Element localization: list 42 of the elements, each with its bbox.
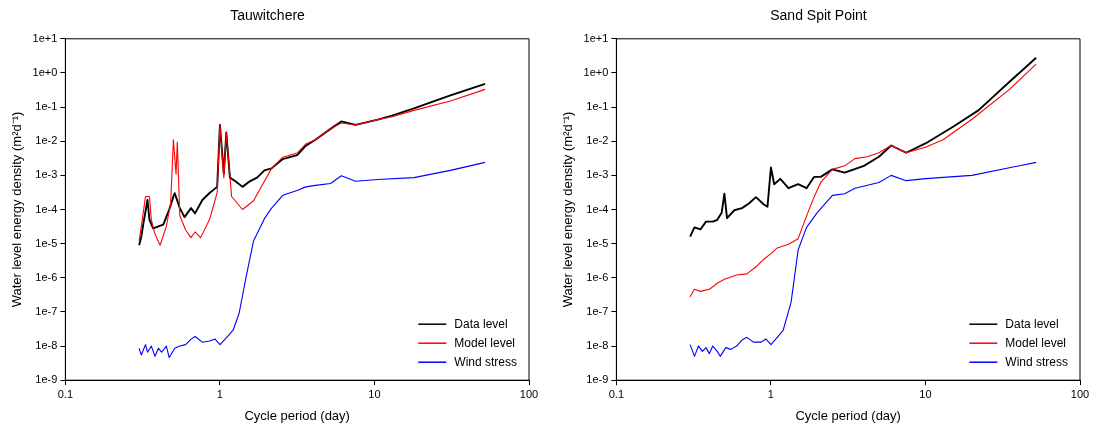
y-tick-label: 1e-6 [586, 270, 609, 283]
legend-label: Model level [454, 335, 516, 350]
y-axis-title: Water level energy density (m²d⁻¹) [9, 111, 25, 308]
y-tick-label: 1e+0 [583, 65, 609, 78]
x-tick-label: 1 [767, 387, 774, 400]
x-axis-title: Cycle period (day) [244, 407, 350, 423]
y-tick-label: 1e-3 [586, 168, 609, 181]
y-tick-label: 1e-2 [35, 134, 58, 147]
y-tick-label: 1e+1 [583, 31, 609, 44]
y-tick-label: 1e+1 [32, 31, 58, 44]
y-tick-label: 1e-4 [586, 202, 609, 215]
legend-label: Wind stress [454, 354, 518, 369]
y-tick-label: 1e+0 [32, 65, 58, 78]
y-tick-label: 1e-5 [586, 236, 609, 249]
x-tick-label: 10 [919, 387, 932, 400]
y-tick-label: 1e-7 [586, 304, 609, 317]
y-tick-label: 1e-9 [586, 373, 609, 386]
x-tick-label: 0.1 [608, 387, 625, 400]
legend-label: Data level [454, 316, 508, 331]
chart-title: Tauwitchere [230, 7, 306, 24]
y-tick-label: 1e-8 [35, 339, 58, 352]
y-tick-label: 1e-5 [35, 236, 58, 249]
x-tick-label: 100 [1070, 387, 1090, 400]
legend-label: Wind stress [1005, 354, 1069, 369]
y-tick-label: 1e-2 [586, 134, 609, 147]
x-tick-label: 0.1 [57, 387, 74, 400]
y-tick-label: 1e-8 [586, 339, 609, 352]
x-tick-label: 100 [519, 387, 539, 400]
legend-label: Data level [1005, 316, 1059, 331]
y-axis-title: Water level energy density (m²d⁻¹) [560, 111, 576, 308]
y-tick-label: 1e-9 [35, 373, 58, 386]
chart-title: Sand Spit Point [770, 7, 867, 24]
legend-label: Model level [1005, 335, 1067, 350]
y-tick-label: 1e-4 [35, 202, 58, 215]
y-tick-label: 1e-6 [35, 270, 58, 283]
y-tick-label: 1e-3 [35, 168, 58, 181]
y-tick-label: 1e-1 [35, 100, 58, 113]
x-axis-title: Cycle period (day) [795, 407, 901, 423]
x-tick-label: 10 [368, 387, 381, 400]
x-tick-label: 1 [216, 387, 223, 400]
y-tick-label: 1e-7 [35, 304, 58, 317]
y-tick-label: 1e-1 [586, 100, 609, 113]
